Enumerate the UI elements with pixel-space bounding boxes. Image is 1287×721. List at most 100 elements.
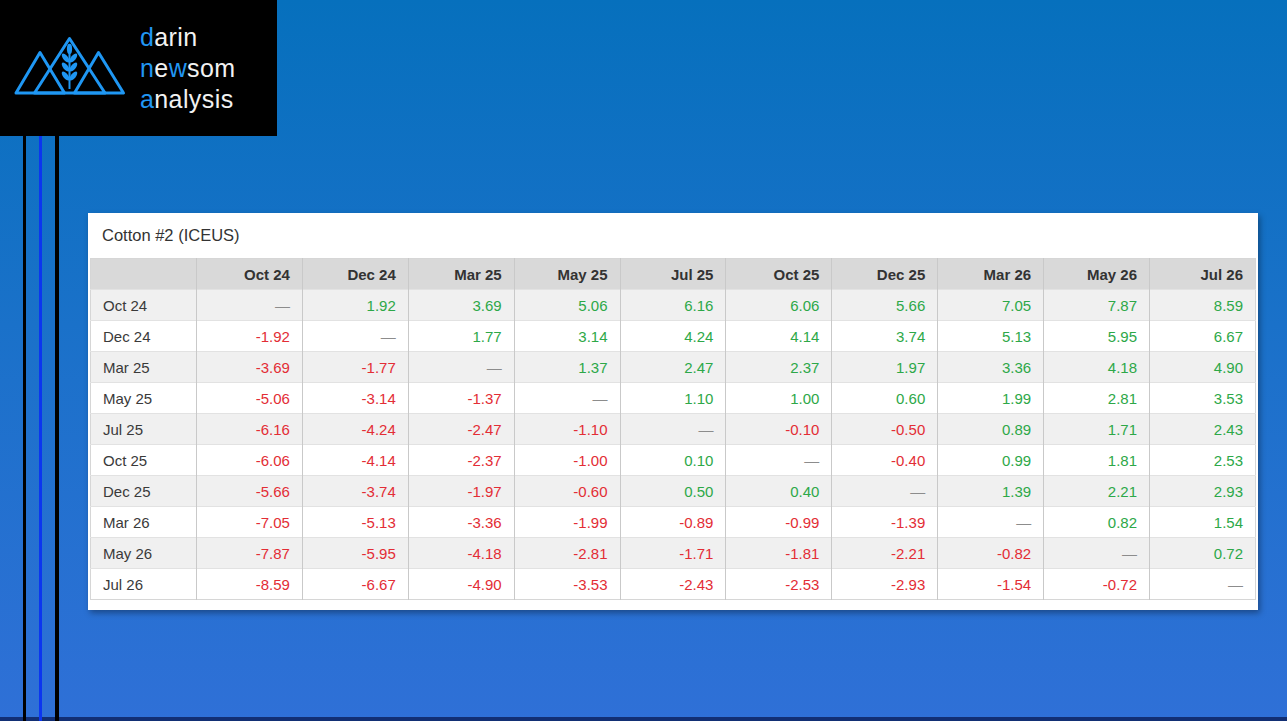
- matrix-cell: —: [1044, 538, 1150, 569]
- matrix-cell: -0.50: [832, 414, 938, 445]
- row-header: May 26: [91, 538, 197, 569]
- matrix-cell: -7.05: [197, 507, 303, 538]
- matrix-cell: -2.43: [620, 569, 726, 600]
- matrix-cell: —: [302, 321, 408, 352]
- matrix-cell: -3.36: [408, 507, 514, 538]
- table-row: May 26-7.87-5.95-4.18-2.81-1.71-1.81-2.2…: [91, 538, 1256, 569]
- matrix-cell: -1.54: [938, 569, 1044, 600]
- matrix-cell: 2.21: [1044, 476, 1150, 507]
- row-header: Mar 26: [91, 507, 197, 538]
- column-header: May 25: [514, 259, 620, 290]
- matrix-cell: —: [620, 414, 726, 445]
- brand-letter-w: w: [169, 54, 187, 82]
- matrix-cell: 2.53: [1150, 445, 1256, 476]
- row-header: Dec 24: [91, 321, 197, 352]
- matrix-cell: 0.60: [832, 383, 938, 414]
- matrix-cell: -4.14: [302, 445, 408, 476]
- matrix-cell: 4.24: [620, 321, 726, 352]
- matrix-cell: -5.13: [302, 507, 408, 538]
- mountains-wheat-logo-icon: [10, 20, 134, 116]
- matrix-cell: —: [408, 352, 514, 383]
- row-header: Dec 25: [91, 476, 197, 507]
- matrix-cell: 3.69: [408, 290, 514, 321]
- matrix-cell: -1.92: [197, 321, 303, 352]
- matrix-cell: 1.00: [726, 383, 832, 414]
- column-header: May 26: [1044, 259, 1150, 290]
- matrix-cell: 6.67: [1150, 321, 1256, 352]
- matrix-cell: 4.18: [1044, 352, 1150, 383]
- vertical-stripe-blue: [39, 136, 42, 721]
- matrix-cell: 0.10: [620, 445, 726, 476]
- matrix-cell: -1.39: [832, 507, 938, 538]
- brand-text: e: [154, 54, 168, 82]
- brand-line-3: analysis: [140, 84, 236, 115]
- column-header: Jul 26: [1150, 259, 1256, 290]
- row-header: Oct 25: [91, 445, 197, 476]
- matrix-cell: 1.77: [408, 321, 514, 352]
- brand-line-2: newsom: [140, 53, 236, 84]
- matrix-cell: -5.66: [197, 476, 303, 507]
- matrix-cell: -2.53: [726, 569, 832, 600]
- matrix-cell: -8.59: [197, 569, 303, 600]
- matrix-cell: -3.74: [302, 476, 408, 507]
- row-header: Jul 25: [91, 414, 197, 445]
- matrix-cell: 1.71: [1044, 414, 1150, 445]
- vertical-stripe-black-right: [55, 136, 59, 721]
- brand-text: nalysis: [154, 85, 233, 113]
- matrix-cell: -0.89: [620, 507, 726, 538]
- matrix-cell: 3.36: [938, 352, 1044, 383]
- matrix-cell: -2.93: [832, 569, 938, 600]
- column-header: Mar 26: [938, 259, 1044, 290]
- matrix-cell: -5.06: [197, 383, 303, 414]
- matrix-cell: 1.39: [938, 476, 1044, 507]
- corner-cell: [91, 259, 197, 290]
- matrix-cell: 2.81: [1044, 383, 1150, 414]
- column-header: Dec 24: [302, 259, 408, 290]
- column-header: Oct 25: [726, 259, 832, 290]
- matrix-cell: 0.99: [938, 445, 1044, 476]
- page-background: { "background": { "gradient_top": "#0670…: [0, 0, 1287, 721]
- table-row: Mar 26-7.05-5.13-3.36-1.99-0.89-0.99-1.3…: [91, 507, 1256, 538]
- table-row: Dec 24-1.92—1.773.144.244.143.745.135.95…: [91, 321, 1256, 352]
- matrix-cell: -0.99: [726, 507, 832, 538]
- matrix-cell: 5.66: [832, 290, 938, 321]
- matrix-cell: -6.67: [302, 569, 408, 600]
- table-row: Oct 25-6.06-4.14-2.37-1.000.10—-0.400.99…: [91, 445, 1256, 476]
- matrix-cell: -4.90: [408, 569, 514, 600]
- matrix-cell: 2.93: [1150, 476, 1256, 507]
- matrix-cell: —: [1150, 569, 1256, 600]
- brand-wordmark: darin newsom analysis: [140, 22, 236, 115]
- brand-text: som: [187, 54, 235, 82]
- table-title: Cotton #2 (ICEUS): [90, 213, 1256, 258]
- matrix-cell: 0.72: [1150, 538, 1256, 569]
- matrix-cell: 0.40: [726, 476, 832, 507]
- matrix-cell: -3.14: [302, 383, 408, 414]
- matrix-cell: -1.99: [514, 507, 620, 538]
- matrix-cell: -3.53: [514, 569, 620, 600]
- matrix-cell: 6.16: [620, 290, 726, 321]
- matrix-cell: 5.13: [938, 321, 1044, 352]
- matrix-cell: -6.16: [197, 414, 303, 445]
- matrix-cell: —: [938, 507, 1044, 538]
- matrix-cell: -2.81: [514, 538, 620, 569]
- table-row: Mar 25-3.69-1.77—1.372.472.371.973.364.1…: [91, 352, 1256, 383]
- matrix-cell: -7.87: [197, 538, 303, 569]
- matrix-cell: -6.06: [197, 445, 303, 476]
- spread-matrix-card: Cotton #2 (ICEUS) Oct 24Dec 24Mar 25May …: [88, 213, 1258, 610]
- matrix-cell: -4.18: [408, 538, 514, 569]
- matrix-cell: -0.60: [514, 476, 620, 507]
- matrix-cell: 1.54: [1150, 507, 1256, 538]
- matrix-cell: 2.43: [1150, 414, 1256, 445]
- matrix-header: Oct 24Dec 24Mar 25May 25Jul 25Oct 25Dec …: [91, 259, 1256, 290]
- matrix-cell: -1.97: [408, 476, 514, 507]
- matrix-cell: 2.47: [620, 352, 726, 383]
- vertical-stripe-black-left: [23, 136, 26, 721]
- matrix-cell: 6.06: [726, 290, 832, 321]
- matrix-cell: 0.82: [1044, 507, 1150, 538]
- row-header: May 25: [91, 383, 197, 414]
- brand-text: arin: [154, 23, 197, 51]
- column-header: Mar 25: [408, 259, 514, 290]
- matrix-cell: -0.72: [1044, 569, 1150, 600]
- brand-letter-d: d: [140, 23, 154, 51]
- table-row: May 25-5.06-3.14-1.37—1.101.000.601.992.…: [91, 383, 1256, 414]
